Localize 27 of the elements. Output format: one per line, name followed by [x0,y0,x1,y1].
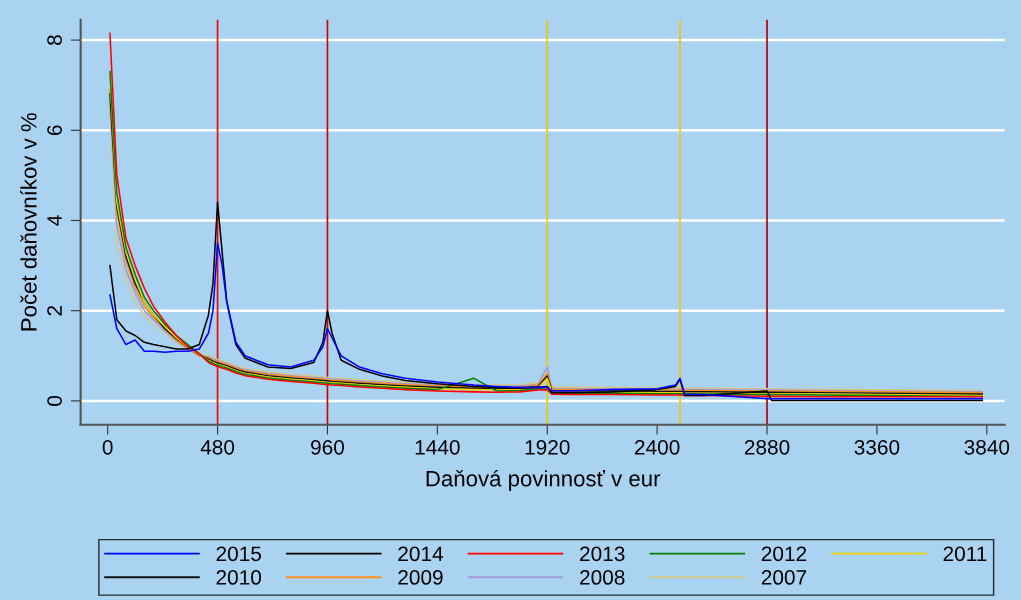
x-tick-label: 0 [102,439,113,455]
x-tick-label: 1440 [415,439,460,455]
line-series [109,201,983,402]
y-tick-label: 0 [47,395,62,406]
x-tick-label: 1920 [525,439,570,455]
legend-label: 2015 [216,546,261,562]
legend-label: 2009 [398,570,443,585]
x-tick-label: 3840 [964,439,1010,455]
line-series [109,242,983,400]
legend-label: 2007 [761,570,807,585]
y-axis-title: Počet daňovníkov v % [20,113,37,331]
legend-label: 2013 [580,546,625,562]
x-tick-label: 2400 [635,439,680,455]
legend-label: 2011 [943,546,987,562]
y-tick-label: 8 [47,35,62,45]
y-tick-label: 6 [47,125,62,136]
x-tick-label: 2880 [744,439,790,455]
legend-label: 2010 [216,570,262,585]
y-tick-label: 4 [47,215,62,226]
x-tick-label: 960 [311,439,345,455]
legend-label: 2012 [761,546,807,562]
x-axis-title: Daňová povinnosť v eur [426,469,661,491]
y-tick-label: 2 [47,305,62,316]
legend-label: 2014 [398,546,444,562]
x-tick-label: 480 [200,439,235,455]
x-tick-label: 3360 [854,439,900,455]
legend-label: 2008 [580,570,625,585]
